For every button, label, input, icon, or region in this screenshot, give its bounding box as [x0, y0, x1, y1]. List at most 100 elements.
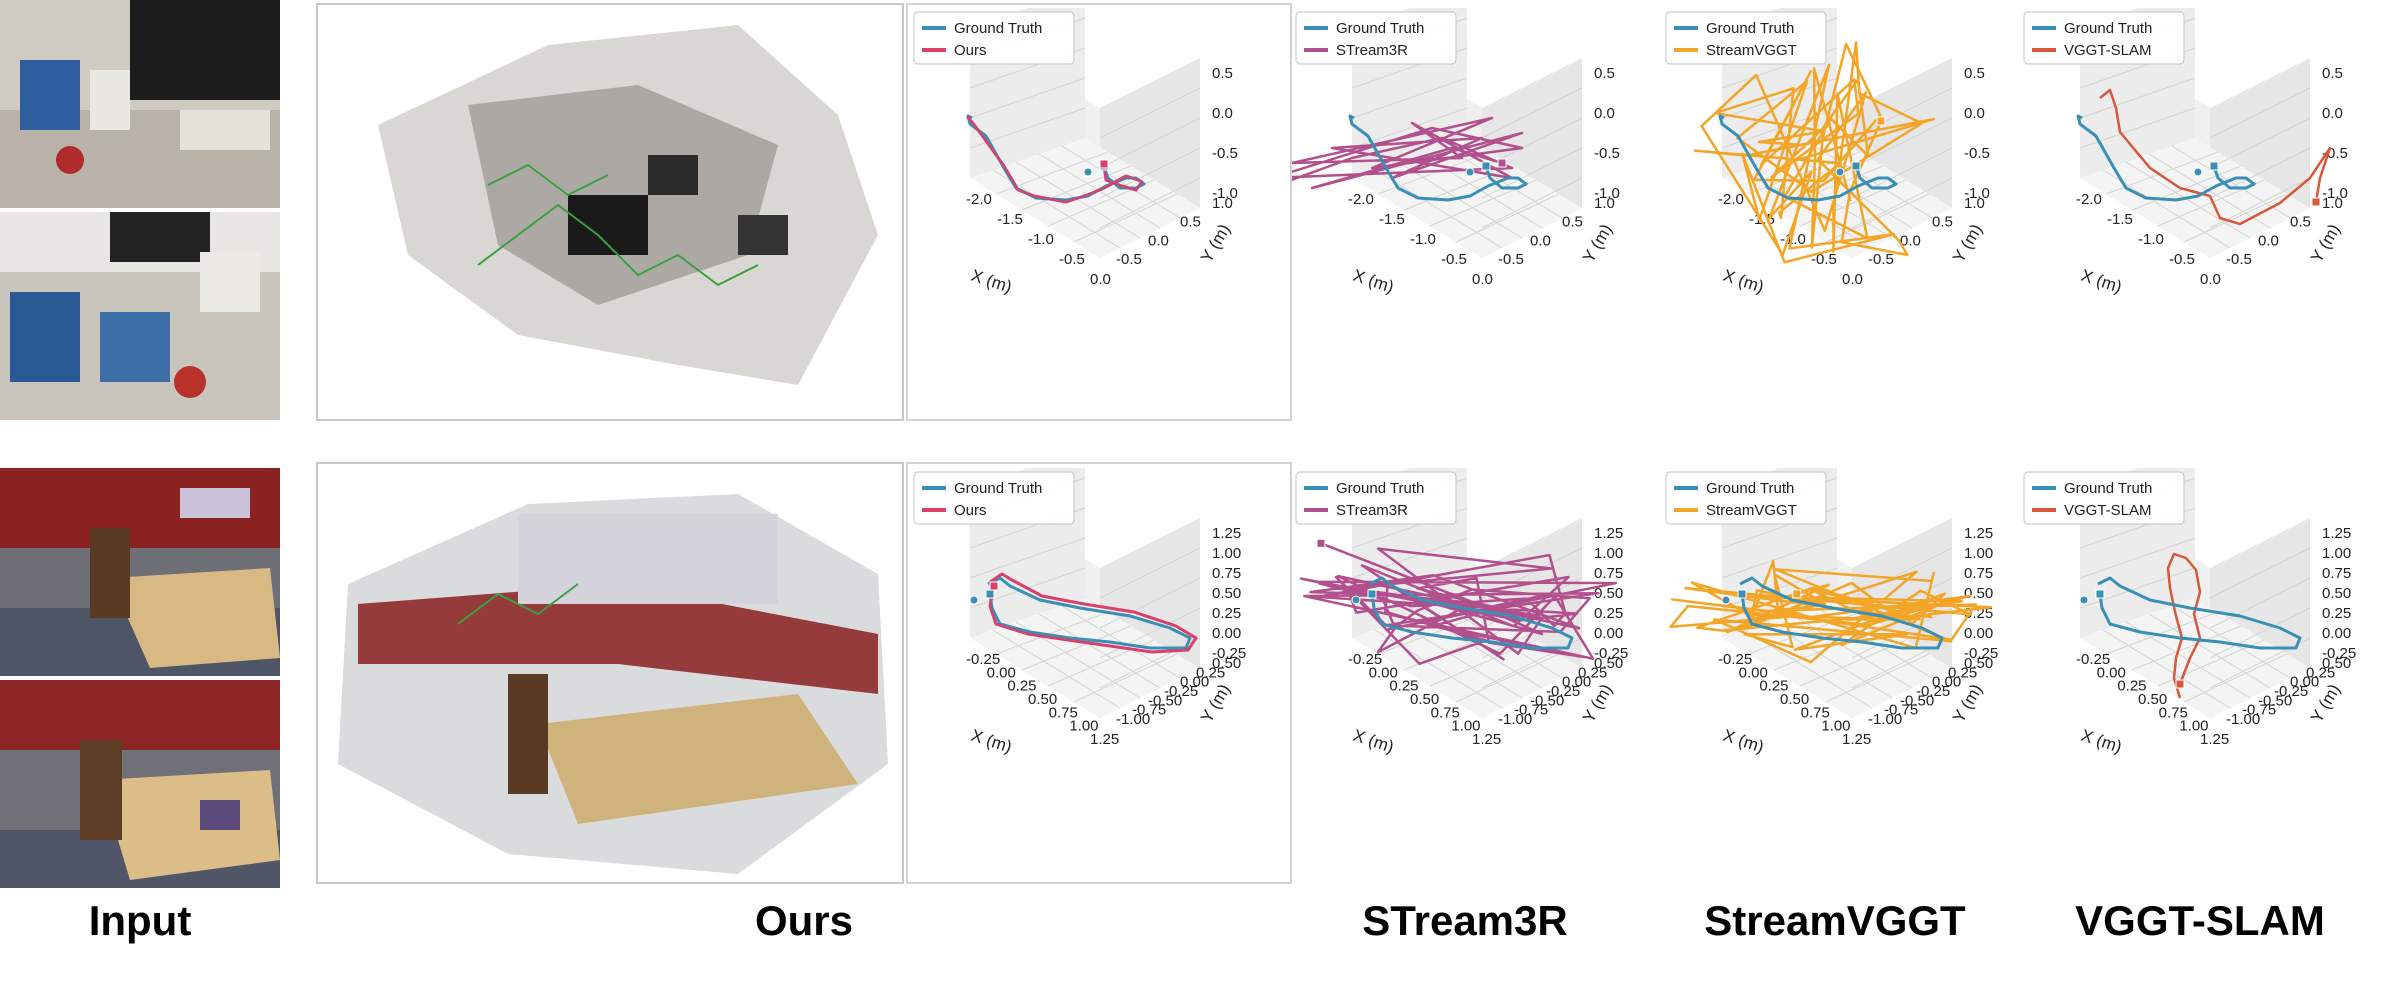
y-tick-label: -0.50	[1530, 692, 1564, 709]
z-tick-label: 0.0	[2322, 105, 2343, 122]
ground-truth-end-marker	[1083, 167, 1093, 177]
ground-truth-end-marker	[2193, 167, 2203, 177]
x-tick-label: -0.25	[966, 651, 1000, 668]
legend-frame	[1295, 471, 1457, 525]
trajectory-plot-vggtslam-row1: -2.0 -1.5 -1.0 -0.5 0.0 X (m) -0.5 0.0 0.5 1.0 Y (…	[2023, 8, 2348, 297]
x-tick-label: 0.00	[1369, 664, 1398, 681]
x-tick-label: -2.0	[2076, 191, 2102, 208]
gridline-wall	[969, 537, 1086, 579]
y-axis-label: Y (m)	[1197, 221, 1234, 266]
y-tick-label: 0.0	[1900, 232, 1921, 249]
legend: Ground Truth Ours	[913, 471, 1075, 525]
gridline-wall	[1481, 637, 1583, 689]
ours-plot-frame-row2	[906, 462, 1292, 884]
y-tick-label: 1.0	[2322, 195, 2343, 212]
legend-frame	[1665, 471, 1827, 525]
x-tick-label: 0.0	[2200, 271, 2221, 288]
gridline-floor	[1061, 145, 1181, 219]
gridline-wall	[1851, 177, 1953, 229]
y-tick-label: -0.25	[1546, 683, 1580, 700]
x-tick-label: 0.75	[1049, 704, 1078, 721]
legend: Ground Truth STream3R	[1295, 11, 1457, 65]
y-tick-label: -1.00	[2226, 711, 2260, 728]
x-tick-label: 1.00	[1451, 718, 1480, 735]
legend-frame	[913, 11, 1075, 65]
z-tick-label: 1.00	[1212, 545, 1241, 562]
gridline-floor	[1825, 653, 1930, 703]
z-tick-label: -0.25	[1212, 645, 1246, 662]
vggtslam-start-marker	[2175, 679, 2185, 689]
legend-label-ground-truth: Ground Truth	[1336, 20, 1424, 37]
x-tick-label: 0.75	[1431, 704, 1460, 721]
y-tick-label: 0.5	[1932, 214, 1953, 231]
z-tick-label: -1.0	[2322, 185, 2348, 202]
z-tick-label: 0.50	[1212, 585, 1241, 602]
y-tick-label: 0.50	[1594, 655, 1623, 672]
x-axis-label: X (m)	[1351, 726, 1396, 757]
z-tick-label: 1.25	[1594, 525, 1623, 542]
z-tick-label: 0.0	[1212, 105, 1233, 122]
y-tick-label: -1.00	[1498, 711, 1532, 728]
gridline-wall	[2209, 147, 2311, 199]
y-tick-label: 0.00	[1932, 674, 1961, 691]
gridline-floor	[995, 611, 1109, 655]
z-tick-label: -0.25	[2322, 645, 2356, 662]
legend-label-stream3r: STream3R	[1336, 42, 1408, 59]
x-tick-label: 0.00	[2097, 664, 2126, 681]
x-axis-label: X (m)	[1351, 266, 1396, 297]
input-image-row1-top	[0, 0, 280, 208]
gridline-wall	[2209, 577, 2311, 629]
y-tick-label: 0.0	[1530, 232, 1551, 249]
ground-truth-start-marker	[1481, 161, 1491, 171]
y-tick-label: -1.00	[1868, 711, 1902, 728]
z-tick-label: -1.0	[1964, 185, 1990, 202]
ground-truth-end-marker	[1835, 167, 1845, 177]
z-tick-label: 0.50	[2322, 585, 2351, 602]
x-tick-label: -0.5	[2169, 251, 2195, 268]
ground-truth-start-marker	[2209, 161, 2219, 171]
pane-floor	[1722, 598, 1952, 718]
y-tick-label: 0.00	[1180, 674, 1209, 691]
trajectory-plot-streamvggt-row2: -0.250.000.250.500.751.001.25X (m)-1.00-…	[1665, 468, 1998, 757]
z-tick-label: 0.5	[1594, 65, 1615, 82]
x-axis-label: X (m)	[969, 266, 1014, 297]
z-tick-label: -0.25	[1964, 645, 1998, 662]
gridline-wall	[1099, 607, 1201, 659]
gridline-floor	[1397, 621, 1523, 699]
z-tick-label: 0.25	[2322, 605, 2351, 622]
vggtslam-start-marker	[2311, 197, 2321, 207]
gridline-floor	[2171, 145, 2291, 219]
z-tick-label: 0.00	[1594, 625, 1623, 642]
gridline-floor	[2148, 613, 2271, 689]
vggtslam-trajectory	[2099, 88, 2332, 226]
gridline-floor	[1455, 193, 1560, 243]
x-tick-label: 0.00	[1739, 664, 1768, 681]
pane-floor	[2080, 598, 2310, 718]
gridline-wall	[1721, 567, 1838, 609]
legend: Ground Truth StreamVGGT	[1665, 11, 1827, 65]
gridline-floor	[1021, 165, 1132, 211]
ground-truth-end-marker	[2079, 595, 2089, 605]
x-tick-label: -1.5	[2107, 211, 2133, 228]
z-tick-label: -0.5	[1212, 145, 1238, 162]
ours-trajectory-overlay	[966, 115, 1144, 204]
legend-frame	[1295, 11, 1457, 65]
y-axis-label: Y (m)	[1579, 221, 1616, 266]
y-tick-label: 1.0	[1212, 195, 1233, 212]
z-tick-label: -0.25	[1594, 645, 1628, 662]
x-tick-label: 0.50	[1780, 691, 1809, 708]
y-tick-label: 0.00	[1562, 674, 1591, 691]
gridline-wall	[2209, 607, 2311, 659]
caption-input: Input	[88, 897, 192, 944]
x-tick-label: -0.25	[1718, 651, 1752, 668]
y-tick-label: -0.75	[1514, 702, 1548, 719]
ground-truth-start-marker	[1851, 161, 1861, 171]
ground-truth-end-marker	[1721, 595, 1731, 605]
x-tick-label: -2.0	[1348, 191, 1374, 208]
z-tick-label: 1.25	[1964, 525, 1993, 542]
x-tick-label: -2.0	[966, 191, 992, 208]
gridline-floor	[1073, 653, 1178, 703]
ground-truth-trajectory	[1739, 576, 1944, 650]
y-tick-label: -0.25	[1916, 683, 1950, 700]
legend-frame	[1665, 11, 1827, 65]
